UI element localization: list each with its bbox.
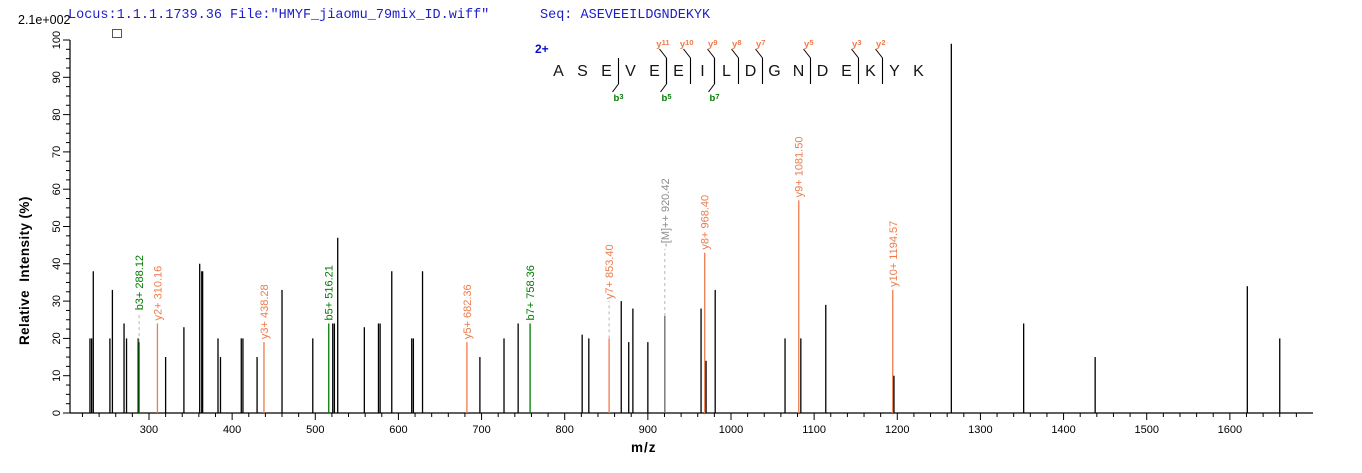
sequence-residue: G (768, 63, 780, 80)
x-tick-label: 1600 (1218, 424, 1242, 436)
x-tick-label: 1300 (968, 424, 992, 436)
x-tick-label: 1100 (802, 424, 826, 436)
x-tick-label: 400 (223, 424, 241, 436)
sequence-residue: S (577, 63, 588, 80)
x-tick-label: 300 (140, 424, 158, 436)
y-ion-connector (875, 48, 883, 59)
x-tick-label: 1200 (885, 424, 909, 436)
y-ion-mark-y5: y5 (804, 38, 813, 50)
sequence-residue: L (722, 63, 731, 80)
y-ion-mark-y2: y2 (876, 38, 885, 50)
sequence-residue: D (817, 63, 829, 80)
y-tick-label: 90 (51, 71, 63, 83)
peak-label: b3+ 288.12 (134, 255, 146, 310)
b-ion-connector (612, 83, 619, 93)
header-locus-file: Locus:1.1.1.1739.36 File:"HMYF_jiaomu_79… (68, 8, 490, 23)
precursor-charge: 2+ (535, 42, 549, 56)
x-tick-label: 1400 (1051, 424, 1075, 436)
x-tick-label: 600 (389, 424, 407, 436)
y-tick-label: 40 (51, 258, 63, 270)
y-ion-connector (851, 48, 859, 59)
sequence-residue: K (913, 63, 924, 80)
peak-label: y3+ 438.28 (259, 284, 271, 339)
y-tick-label: 20 (51, 332, 63, 344)
header-sequence: Seq: ASEVEEILDGNDEKYK (540, 8, 711, 23)
y-ion-connector (731, 48, 739, 59)
peak-label: y9+ 1081.50 (794, 137, 806, 198)
b-ion-connector (660, 83, 667, 93)
peak-label: y7+ 853.40 (604, 244, 616, 299)
sequence-residue: E (601, 63, 612, 80)
y-tick-label: 30 (51, 295, 63, 307)
y-ion-connector (803, 48, 811, 59)
y-ion-mark-y8: y8 (732, 38, 741, 50)
peak-label: y8+ 968.40 (700, 195, 712, 250)
y-tick-label: 80 (51, 108, 63, 120)
sequence-residue: E (649, 63, 660, 80)
x-tick-label: 700 (472, 424, 490, 436)
sequence-residue: E (673, 63, 684, 80)
x-tick-label: 900 (639, 424, 657, 436)
peak-label: y10+ 1194.57 (888, 221, 900, 287)
y-ion-connector (659, 48, 667, 59)
y-ion-mark-y10: y10 (680, 38, 694, 50)
peak-label: b5+ 516.21 (324, 265, 336, 320)
sequence-residue: D (745, 63, 757, 80)
y-ion-mark-y11: y11 (656, 38, 669, 50)
y-tick-label: 50 (51, 220, 63, 232)
y-tick-label: 70 (51, 146, 63, 158)
sequence-residue: A (553, 63, 564, 80)
sequence-residue: N (793, 63, 805, 80)
sequence-residue: Y (889, 63, 900, 80)
peak-label: b7+ 758.36 (525, 265, 537, 320)
sequence-residue: K (865, 63, 876, 80)
y-ion-connector (683, 48, 691, 59)
sequence-residue: E (841, 63, 852, 80)
x-axis-title: m/z (631, 440, 657, 455)
x-tick-label: 1000 (719, 424, 743, 436)
y-tick-label: 100 (51, 31, 63, 49)
sequence-residue: V (625, 63, 636, 80)
b-ion-mark-b3: b3 (614, 92, 624, 104)
y-ion-connector (707, 48, 715, 59)
marker-square (112, 29, 122, 38)
sequence-residue: I (700, 63, 704, 80)
y-ion-mark-y9: y9 (708, 38, 717, 50)
b-ion-mark-b7: b7 (710, 92, 720, 104)
y-ion-mark-y3: y3 (852, 38, 861, 50)
b-ion-connector (708, 83, 715, 93)
y-tick-label: 60 (51, 183, 63, 195)
b-ion-mark-b5: b5 (662, 92, 672, 104)
y-tick-label: 0 (51, 410, 63, 416)
y-ion-connector (755, 48, 763, 59)
peak-label: y5+ 682.36 (462, 284, 474, 339)
y-tick-label: 10 (51, 370, 63, 382)
peak-label: y2+ 310.16 (152, 266, 164, 321)
x-tick-label: 500 (306, 424, 324, 436)
base-peak-intensity-scale: 2.1e+002 (18, 13, 71, 27)
peak-label: -[M]++ 920.42 (660, 178, 672, 247)
x-tick-label: 800 (556, 424, 574, 436)
x-tick-label: 1500 (1134, 424, 1158, 436)
y-ion-mark-y7: y7 (756, 38, 765, 50)
